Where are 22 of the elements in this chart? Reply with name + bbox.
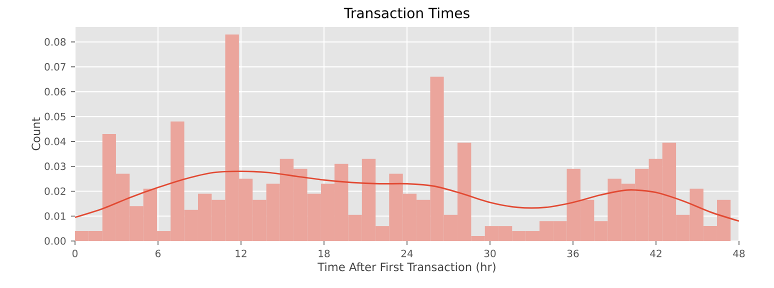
y-tick-label: 0.08	[44, 38, 66, 46]
y-axis-title: Count	[32, 117, 40, 150]
y-tick-label: 0.03	[44, 162, 66, 170]
y-tick-label: 0.01	[44, 212, 66, 220]
y-tick-label: 0.07	[44, 63, 66, 71]
y-tick-label: 0.05	[44, 112, 66, 120]
y-tick-label: 0.00	[44, 237, 66, 245]
x-tick-label: 0	[72, 250, 78, 258]
x-tick-label: 24	[401, 250, 413, 258]
y-tick-label: 0.04	[44, 138, 66, 146]
x-tick-label: 6	[156, 250, 161, 258]
x-tick-label: 18	[318, 250, 330, 258]
x-tick-label: 36	[567, 250, 579, 258]
x-axis-title: Time After First Transaction (hr)	[318, 262, 496, 273]
x-tick-label: 30	[484, 250, 496, 258]
y-tick-label: 0.06	[44, 88, 66, 96]
y-tick-label: 0.02	[44, 187, 66, 196]
x-tick-label: 48	[733, 250, 745, 258]
x-tick-label: 42	[650, 250, 662, 258]
x-tick-label: 12	[236, 250, 246, 258]
line-series	[75, 170, 739, 222]
chart-title: Transaction Times	[344, 7, 470, 18]
